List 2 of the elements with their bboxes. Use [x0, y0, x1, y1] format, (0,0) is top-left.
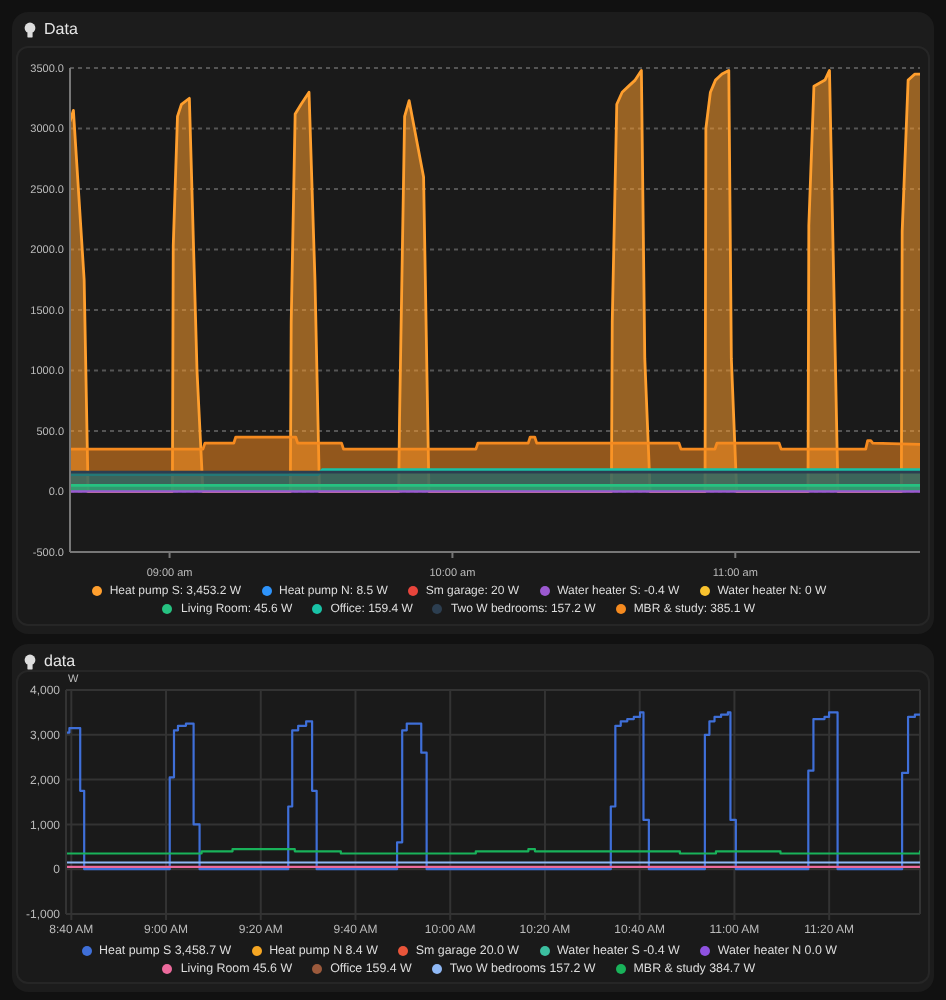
chart-title: data: [44, 652, 76, 672]
chart-title: Data: [44, 20, 78, 40]
